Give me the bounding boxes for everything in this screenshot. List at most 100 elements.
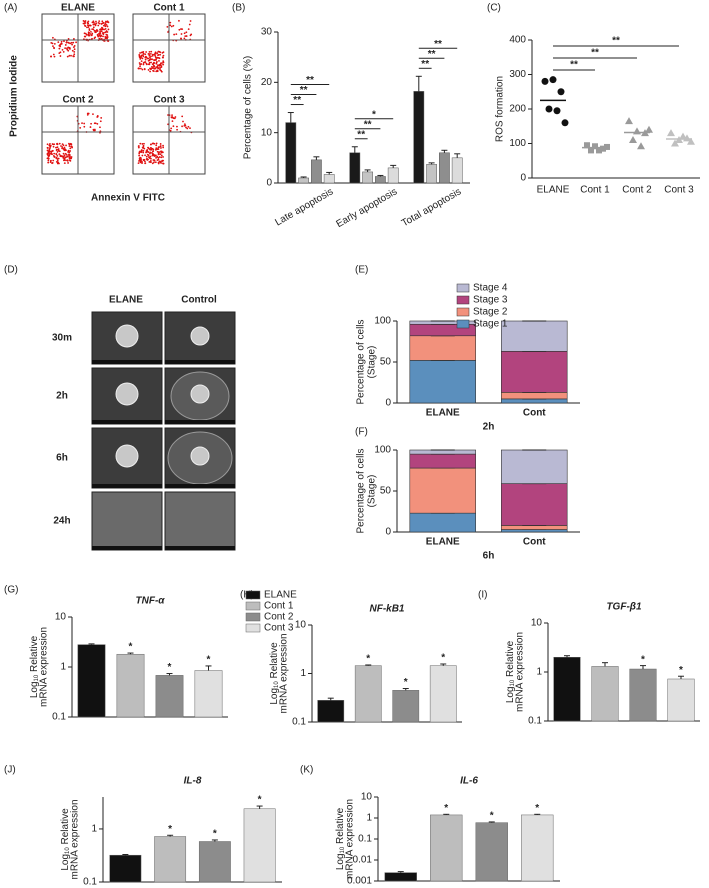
cell	[115, 444, 139, 468]
bar	[155, 675, 184, 718]
dot	[82, 22, 85, 25]
dot	[157, 158, 160, 161]
dot	[158, 64, 161, 67]
dot	[159, 145, 162, 148]
dot	[185, 126, 187, 129]
dot	[72, 41, 75, 44]
significance-label: *	[404, 677, 408, 688]
significance-label: **	[300, 85, 308, 96]
dot	[141, 154, 144, 157]
dot	[148, 59, 151, 62]
dot	[52, 45, 54, 47]
dot	[142, 52, 145, 55]
y-tick-label: 0	[266, 178, 272, 189]
dot	[88, 29, 91, 32]
dot	[140, 67, 142, 70]
point	[671, 139, 679, 147]
sem-image	[91, 491, 163, 551]
dot	[155, 147, 158, 149]
dot	[63, 162, 66, 165]
dot	[147, 57, 150, 60]
dot	[149, 151, 152, 154]
bar-segment	[501, 351, 568, 393]
dot	[55, 149, 58, 151]
y-tick-label: 10	[361, 792, 373, 803]
dot	[83, 122, 86, 125]
y-axis-label: (Stage)	[367, 475, 378, 508]
dot	[91, 21, 94, 24]
bar	[354, 665, 382, 723]
dot	[65, 41, 68, 44]
dot	[67, 162, 69, 164]
panel-label: (D)	[4, 265, 18, 276]
dot	[51, 153, 53, 156]
dot	[92, 113, 94, 116]
error-bar	[365, 664, 372, 666]
dot	[173, 33, 176, 36]
dot	[95, 20, 97, 23]
dot	[145, 150, 148, 153]
dot	[67, 37, 70, 40]
dot	[147, 69, 150, 71]
x-tick-label: Total apoptosis	[400, 186, 463, 229]
dot	[138, 62, 141, 64]
y-label-sub: 10	[340, 846, 346, 853]
dot	[150, 55, 152, 58]
dot	[57, 41, 60, 43]
dot	[142, 158, 145, 161]
dot	[174, 116, 177, 118]
dot	[138, 56, 141, 59]
dot	[152, 59, 155, 61]
error-bar	[402, 688, 409, 691]
dot	[159, 62, 162, 65]
dot	[64, 44, 67, 46]
error-bar	[167, 834, 174, 837]
dot	[156, 150, 159, 153]
y-tick-label: 20	[261, 77, 273, 88]
dot	[159, 161, 162, 164]
dot	[58, 142, 61, 145]
dot	[153, 65, 155, 68]
bar	[629, 668, 657, 722]
scale-bar	[92, 484, 162, 488]
dot	[102, 31, 105, 34]
dot	[67, 149, 70, 152]
dot	[57, 148, 60, 150]
error-bar	[441, 149, 448, 153]
y-axis-label: mRNA expression	[39, 627, 50, 707]
dot	[162, 54, 165, 57]
dot	[70, 156, 73, 158]
dot	[188, 23, 191, 26]
x-axis-label: 2h	[483, 422, 495, 433]
dot	[157, 67, 159, 70]
y-tick-label: 10	[295, 620, 307, 631]
significance-label: **	[428, 49, 436, 60]
dot	[139, 52, 141, 54]
y-tick-label: 10	[531, 618, 543, 629]
bar	[451, 157, 463, 184]
dot	[98, 20, 101, 23]
chart-title: TNF-α	[136, 596, 166, 607]
y-tick-label: 0.1	[52, 712, 66, 723]
dot	[90, 122, 92, 125]
y-label-sub: 10	[510, 679, 516, 686]
error-bar	[326, 171, 333, 175]
dot	[140, 55, 143, 58]
dot	[86, 113, 89, 116]
flow-plot-title: ELANE	[61, 3, 95, 14]
y-tick-label: 0.1	[358, 834, 372, 845]
point	[633, 127, 641, 135]
error-bar	[122, 853, 129, 856]
dot	[68, 54, 71, 57]
significance-label: **	[612, 36, 620, 47]
bar	[553, 656, 581, 722]
dot	[176, 125, 178, 128]
significance-label: *	[444, 803, 448, 814]
dot	[99, 28, 102, 30]
chart-title: NF-kB1	[369, 604, 404, 615]
bar	[384, 872, 417, 882]
dot	[167, 31, 169, 33]
dot	[106, 25, 109, 28]
chart-title: IL-6	[460, 776, 478, 787]
bar	[298, 177, 309, 184]
